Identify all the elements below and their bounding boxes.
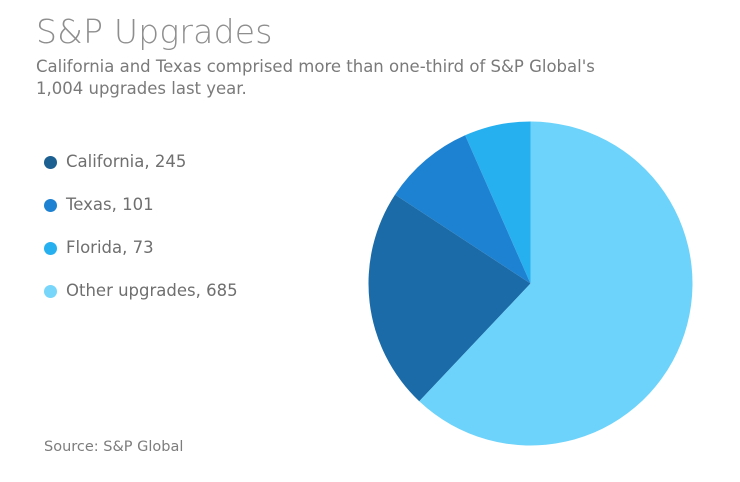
pie-slice-texas xyxy=(395,135,531,284)
legend-item: Texas, 101 xyxy=(44,184,344,227)
pie-slice-florida xyxy=(465,121,531,284)
legend-item-label: Other upgrades, 685 xyxy=(66,281,238,301)
legend-color-dot-icon xyxy=(44,242,57,255)
legend-item: Florida, 73 xyxy=(44,227,344,270)
legend-item: California, 245 xyxy=(44,141,344,184)
legend-color-dot-icon xyxy=(44,199,57,212)
chart-subtitle: California and Texas comprised more than… xyxy=(36,56,595,98)
legend-item-label: Texas, 101 xyxy=(66,195,154,215)
chart-legend: California, 245 Texas, 101 Florida, 73 Othe… xyxy=(44,141,344,313)
legend-item-label: California, 245 xyxy=(66,152,187,172)
pie-slice-other-upgrades xyxy=(419,121,693,446)
source-note: Source: S&P Global xyxy=(44,439,184,455)
pie-chart-svg xyxy=(368,121,693,446)
legend-item-label: Florida, 73 xyxy=(66,238,154,258)
legend-color-dot-icon xyxy=(44,156,57,169)
legend-item: Other upgrades, 685 xyxy=(44,270,344,313)
page-title: S&P Upgrades xyxy=(36,12,273,51)
pie-chart xyxy=(368,121,693,446)
chart-header: S&P Upgrades California and Texas compri… xyxy=(36,12,666,99)
pie-slice-california xyxy=(368,194,531,402)
legend-color-dot-icon xyxy=(44,285,57,298)
